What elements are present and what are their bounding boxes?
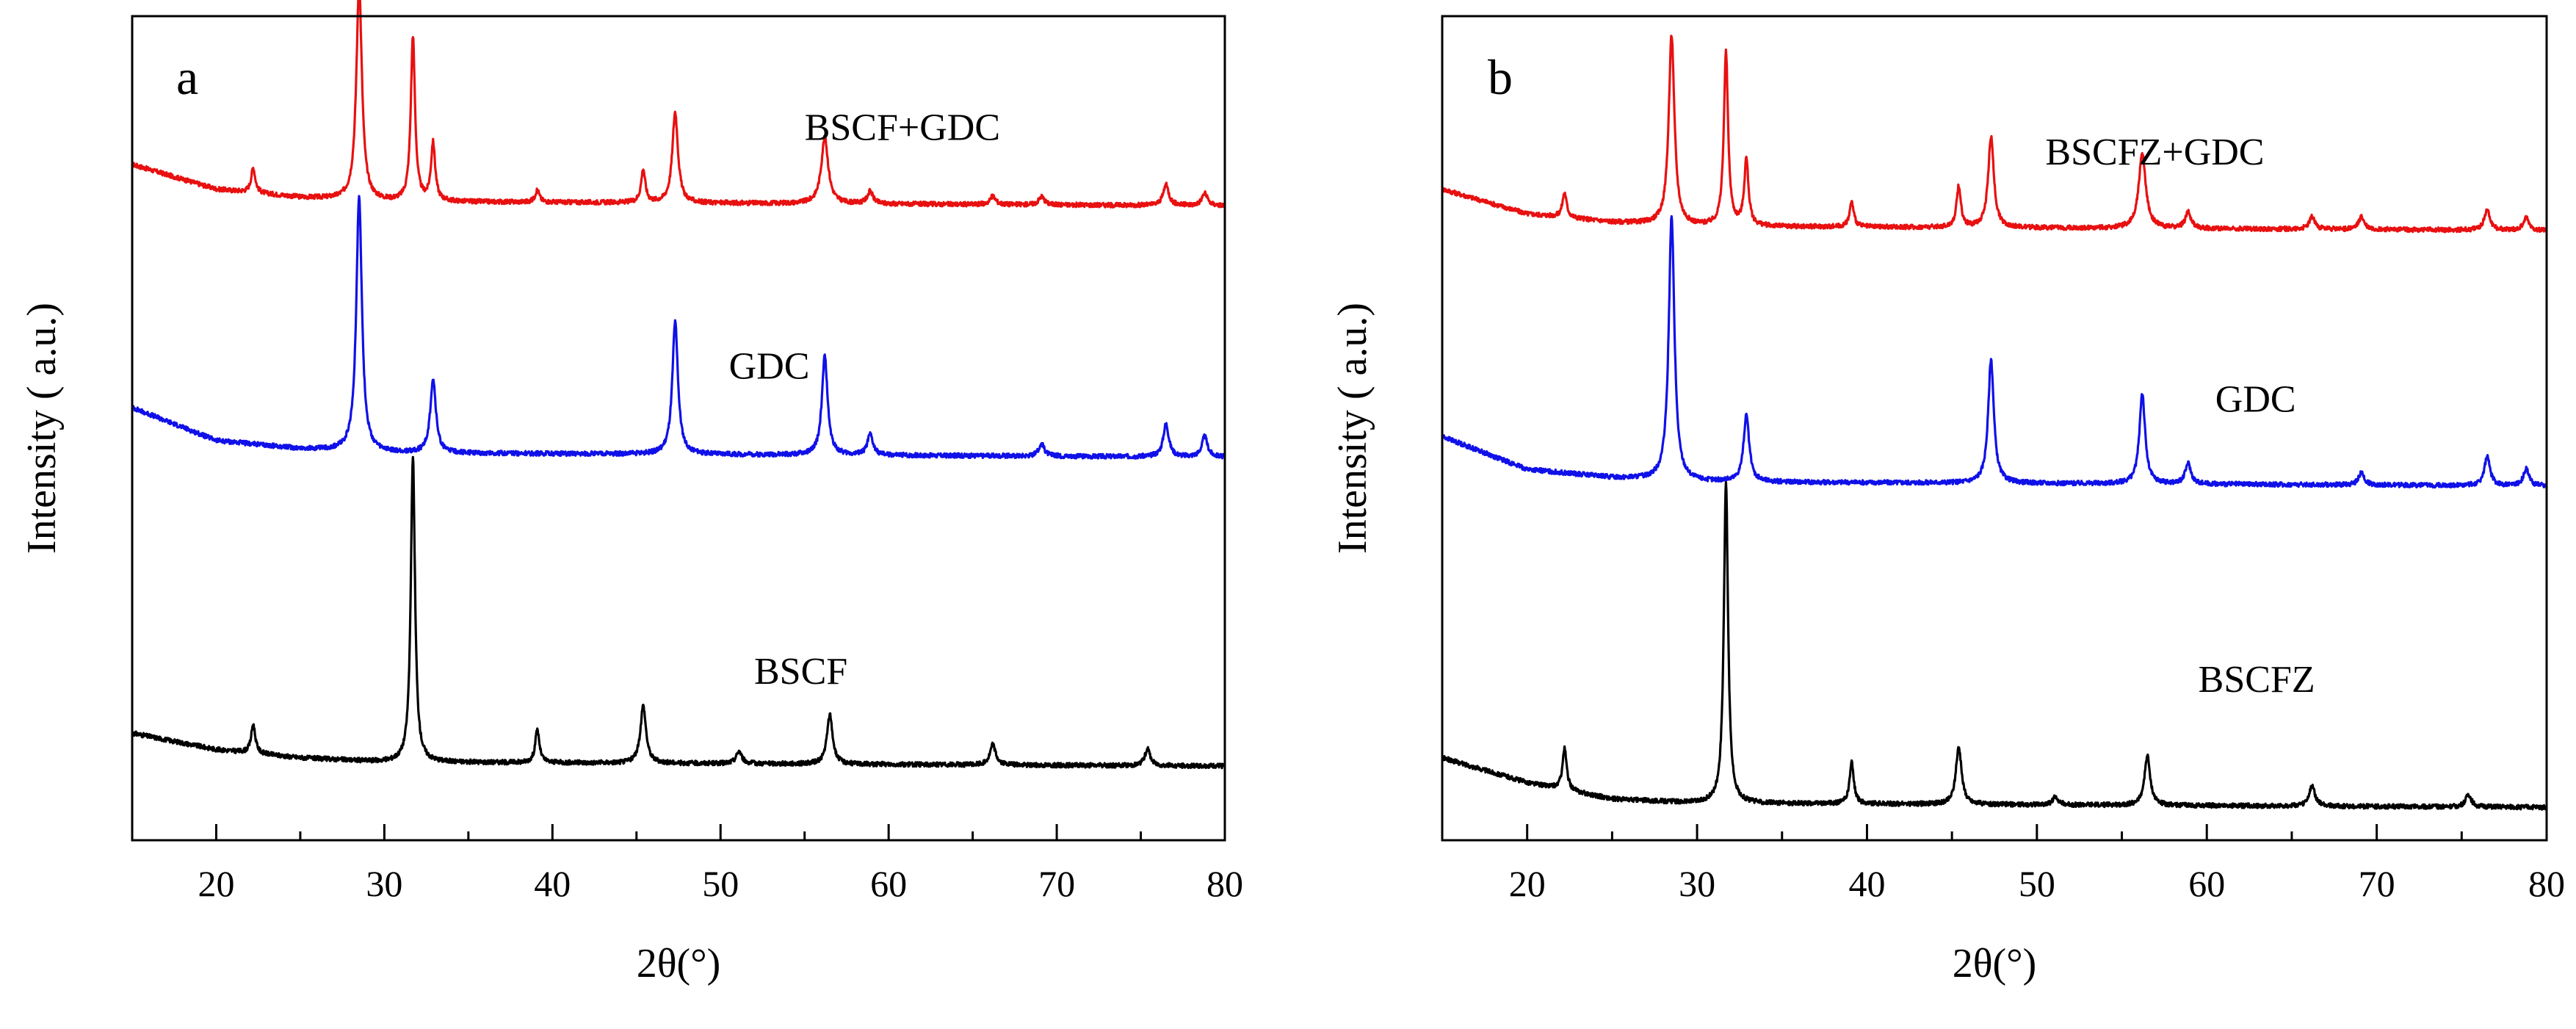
x-tick-label: 70 bbox=[1038, 863, 1075, 904]
x-tick-label: 20 bbox=[198, 863, 234, 904]
series-label: BSCF+GDC bbox=[805, 106, 1000, 148]
series-label: BSCFZ+GDC bbox=[2045, 131, 2264, 173]
x-axis-label: 2θ(°) bbox=[637, 941, 721, 986]
x-tick-label: 40 bbox=[534, 863, 571, 904]
x-tick-label: 50 bbox=[702, 863, 739, 904]
series-line-bscf-plus-gdc bbox=[131, 0, 1226, 209]
y-axis-label: Intensity ( a.u.) bbox=[19, 303, 65, 554]
x-tick-label: 60 bbox=[2188, 863, 2225, 904]
series-label: BSCFZ bbox=[2199, 659, 2315, 701]
x-tick-label: 50 bbox=[2019, 863, 2055, 904]
x-axis-label: 2θ(°) bbox=[1953, 941, 2037, 986]
x-tick-label: 30 bbox=[1679, 863, 1715, 904]
x-tick-label: 30 bbox=[366, 863, 402, 904]
panel-label: a bbox=[176, 49, 198, 105]
x-tick-label: 40 bbox=[1848, 863, 1885, 904]
x-tick-label: 60 bbox=[870, 863, 907, 904]
series-label: BSCF bbox=[754, 651, 847, 693]
x-tick-label: 20 bbox=[1509, 863, 1546, 904]
x-tick-label: 80 bbox=[2528, 863, 2565, 904]
plot-frame bbox=[131, 15, 1226, 842]
plot-frame bbox=[1441, 15, 2548, 842]
series-line-bscfz bbox=[1441, 481, 2548, 811]
y-axis-label: Intensity ( a.u.) bbox=[1330, 303, 1375, 554]
series-label: GDC bbox=[729, 346, 810, 388]
series-line-gdc bbox=[1441, 214, 2548, 489]
series-line-bscf bbox=[131, 455, 1226, 770]
series-line-bscfz-plus-gdc bbox=[1441, 35, 2548, 234]
chart-panel-a: BSCF+GDC GDC BSCF 20 30 40 50 60 70 80 a 2θ(°) Inten… bbox=[19, 0, 1243, 986]
x-tick-label: 70 bbox=[2359, 863, 2395, 904]
series-label: GDC bbox=[2215, 379, 2296, 421]
series-line-gdc bbox=[131, 195, 1226, 460]
chart-panel-b: BSCFZ+GDC GDC BSCFZ 20 30 40 50 60 70 80 b 2θ(°) Int… bbox=[1330, 15, 2565, 986]
x-tick-label: 80 bbox=[1206, 863, 1243, 904]
panel-label: b bbox=[1488, 49, 1513, 105]
